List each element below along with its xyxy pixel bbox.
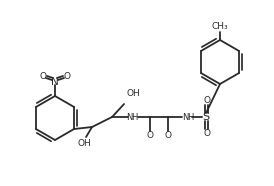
- Text: N: N: [126, 113, 132, 121]
- Text: CH₃: CH₃: [212, 22, 228, 31]
- Text: N: N: [182, 113, 188, 121]
- Text: OH: OH: [126, 89, 140, 97]
- Text: O: O: [64, 71, 70, 81]
- Text: O: O: [147, 132, 153, 140]
- Text: O: O: [39, 71, 47, 81]
- Text: OH: OH: [77, 139, 91, 147]
- Text: O: O: [203, 129, 210, 139]
- Text: H: H: [131, 113, 137, 121]
- Text: O: O: [203, 95, 210, 105]
- Text: S: S: [202, 112, 210, 122]
- Text: N: N: [51, 77, 59, 87]
- Text: O: O: [165, 132, 172, 140]
- Text: H: H: [187, 113, 193, 121]
